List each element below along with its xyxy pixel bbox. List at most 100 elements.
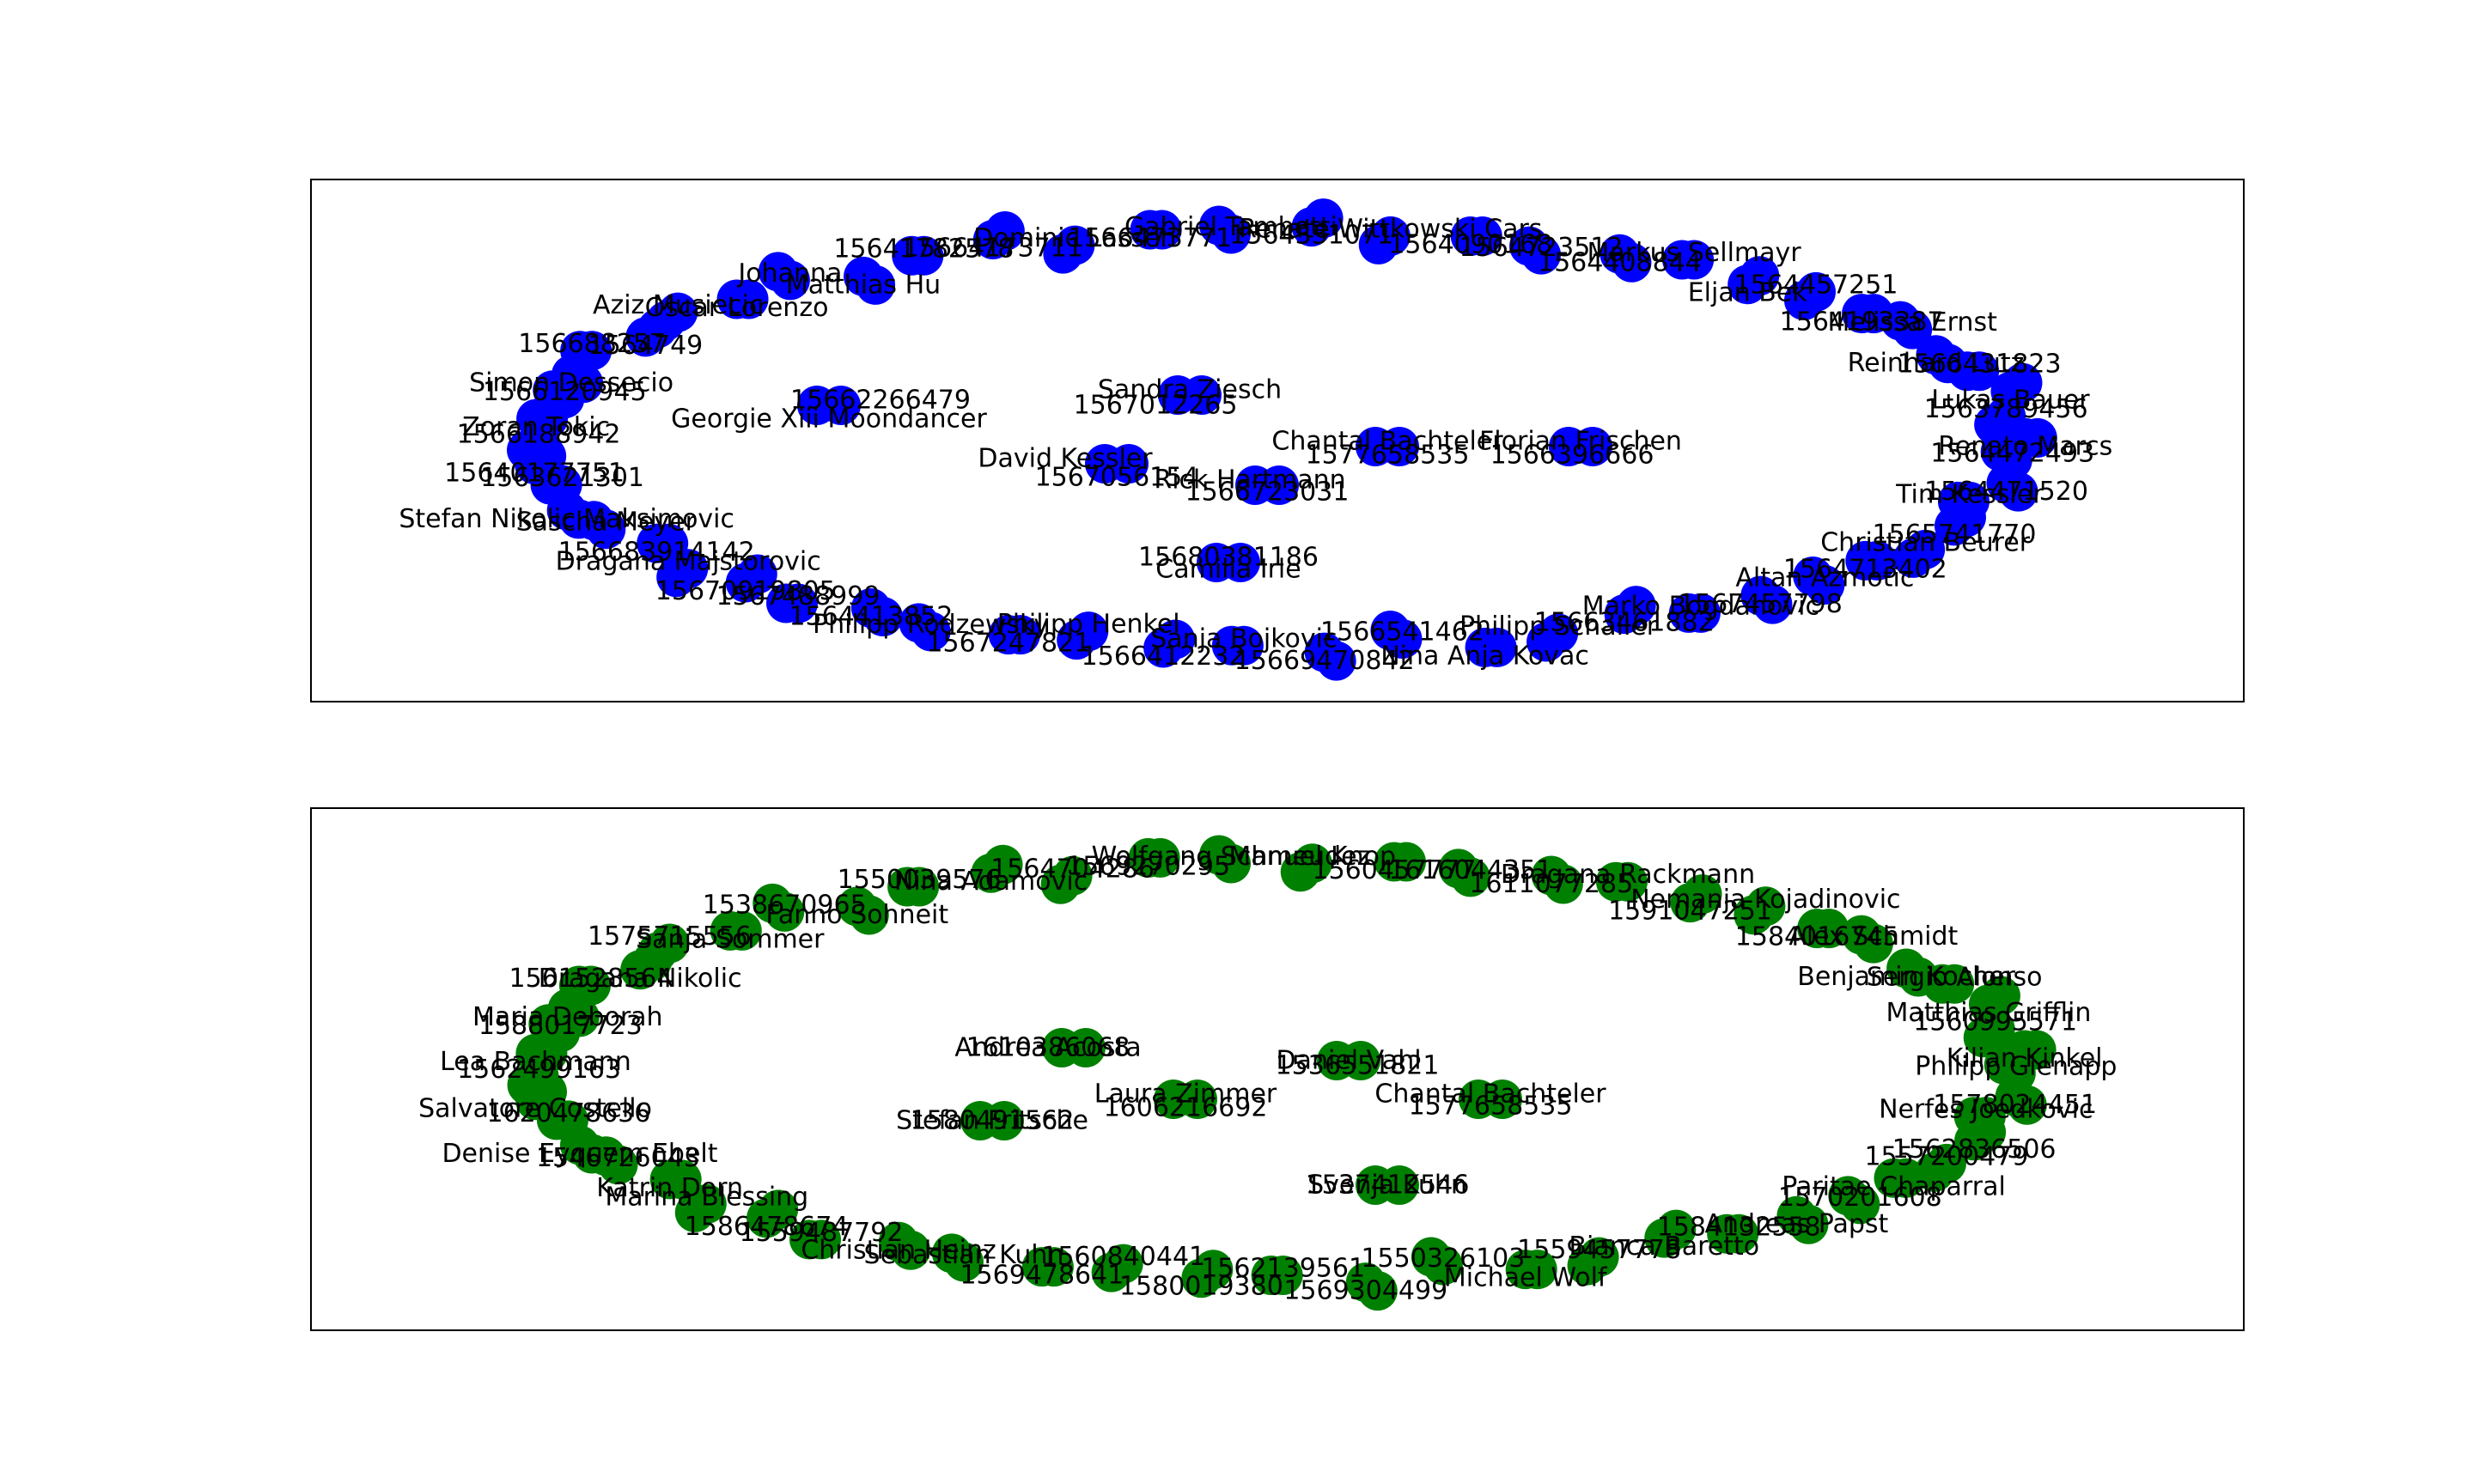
graph-node — [1109, 444, 1149, 484]
graph-node — [856, 265, 896, 305]
graph-node — [892, 235, 932, 276]
graph-node — [1280, 852, 1320, 892]
node-label: Philipp Schaller — [1459, 611, 1658, 642]
graph-node — [1316, 641, 1356, 681]
graph-node — [1734, 895, 1774, 935]
graph-node — [1616, 586, 1656, 626]
node-label: Florian Frischen — [1479, 427, 1682, 457]
node-label: Tim Kessler — [1895, 479, 2044, 509]
node-label: 1564193387 — [1780, 307, 1944, 338]
node-label: Maria Deborah — [472, 1002, 663, 1032]
graph-node — [1091, 1252, 1131, 1292]
graph-node — [1386, 842, 1426, 882]
node-label: Dragana Nikolic — [539, 964, 742, 994]
node-label: 1546726043 — [536, 1143, 700, 1173]
node-label: 1586478674 — [685, 1212, 849, 1242]
graph-node — [1517, 1250, 1557, 1290]
node-label: 1566723031 — [1185, 477, 1350, 508]
graph-node — [1303, 198, 1344, 239]
node-label: 1560840441 — [1041, 1242, 1205, 1272]
node-layer — [507, 198, 2057, 681]
graph-node — [849, 895, 889, 935]
node-label: Philipp Henkel — [997, 610, 1180, 640]
node-label: 1575715556 — [588, 921, 752, 952]
graph-node — [1953, 1097, 1994, 1137]
node-label: 1564704286 — [990, 854, 1155, 884]
graph-node — [1783, 280, 1824, 320]
node-label: 1591047251 — [1608, 897, 1772, 927]
node-label: Stefan Nikolic Maksimovic — [399, 504, 734, 534]
node-label: 1550326103 — [1361, 1244, 1525, 1274]
node-label: 15680381186 — [1138, 543, 1319, 573]
graph-node — [2007, 1085, 2047, 1125]
node-label: Sebastian Kuhn — [864, 1240, 1064, 1270]
graph-node — [1411, 1237, 1451, 1277]
graph-node — [2017, 417, 2057, 458]
node-label: Laura Zimmer — [1094, 1080, 1277, 1110]
node-label: Bianca Baretto — [1569, 1232, 1759, 1262]
graph-node — [1155, 619, 1196, 660]
graph-node — [1380, 1165, 1419, 1205]
node-label: 1567056154 — [1035, 463, 1199, 493]
graph-node — [1221, 543, 1260, 582]
node-label: 15640177751 — [444, 458, 625, 488]
graph-node — [1251, 1255, 1291, 1295]
node-label: Simon Dessecio — [469, 368, 673, 398]
graph-node — [527, 435, 567, 476]
graph-node — [1509, 226, 1550, 266]
node-label: Marina Blessing — [605, 1182, 808, 1212]
node-label: Camilla Irle — [1155, 555, 1301, 585]
graph-node — [1182, 375, 1222, 415]
node-label: Marko Bogdanovic — [1582, 591, 1819, 621]
node-label: Nina Adamovic — [894, 867, 1088, 897]
node-label: Andrea Acosta — [954, 1033, 1141, 1063]
node-label: Melissa Ernst — [1827, 307, 1997, 338]
graph-node — [1567, 1245, 1607, 1286]
node-label: Benjamin Kocher — [1797, 962, 2015, 992]
graph-node — [1752, 584, 1793, 624]
node-label: 1563621301 — [480, 463, 644, 493]
graph-node — [2002, 362, 2043, 403]
node-label: 1550039576 — [838, 865, 1002, 895]
graph-node — [1828, 1176, 1868, 1216]
graph-node — [1057, 620, 1097, 660]
graph-node — [1358, 224, 1398, 265]
node-label: 1577658535 — [1306, 441, 1470, 471]
graph-node — [1199, 205, 1240, 246]
node-label: 1577658535 — [1409, 1092, 1573, 1122]
node-label: Eljan Bek — [1688, 278, 1808, 308]
node-label: Katrin Dorn — [596, 1173, 743, 1203]
node-label: Nerfes Joedkovic — [1879, 1095, 2093, 1125]
node-label: 1606216692 — [1104, 1093, 1268, 1123]
node-label: Salvatore Costello — [418, 1094, 652, 1124]
node-label: Andreas Papst — [1704, 1209, 1888, 1239]
node-label: 1564457251 — [1734, 270, 1898, 300]
graph-node — [1612, 242, 1652, 283]
graph-node — [1043, 234, 1083, 274]
node-label: 1564723512 — [1459, 233, 1624, 263]
graph-node — [656, 557, 697, 598]
node-label: 1557200479 — [1864, 1141, 2028, 1171]
node-label: Manuel Knop — [1228, 842, 1396, 872]
graph-node — [1857, 540, 1898, 581]
graph-node — [1211, 625, 1252, 666]
node-label: 1563789456 — [1924, 394, 2088, 424]
node-label: 1559457778 — [1517, 1235, 1681, 1265]
node-label: 1564090168 — [1388, 229, 1552, 259]
graph-node — [1526, 622, 1567, 662]
graph-node — [737, 554, 777, 594]
node-label: 1564331071 — [1229, 221, 1393, 251]
graph-node — [1462, 216, 1502, 256]
node-label: 1564413852 — [789, 602, 953, 632]
node-label: Rick Hartmann — [1154, 465, 1345, 496]
node-label: 1569270295 — [1066, 851, 1230, 881]
node-label: 1566396666 — [1490, 441, 1654, 471]
graph-node — [1980, 976, 2020, 1016]
node-label: 1580491562 — [911, 1106, 1075, 1136]
graph-node — [1841, 915, 1881, 955]
node-label: 1620478636 — [486, 1098, 650, 1128]
node-label: Wolfgang Schmeudez — [1092, 842, 1371, 872]
graph-node — [1357, 1271, 1398, 1311]
node-label: 1565741770 — [1873, 520, 2037, 550]
node-label: 1566120945 — [483, 377, 647, 407]
